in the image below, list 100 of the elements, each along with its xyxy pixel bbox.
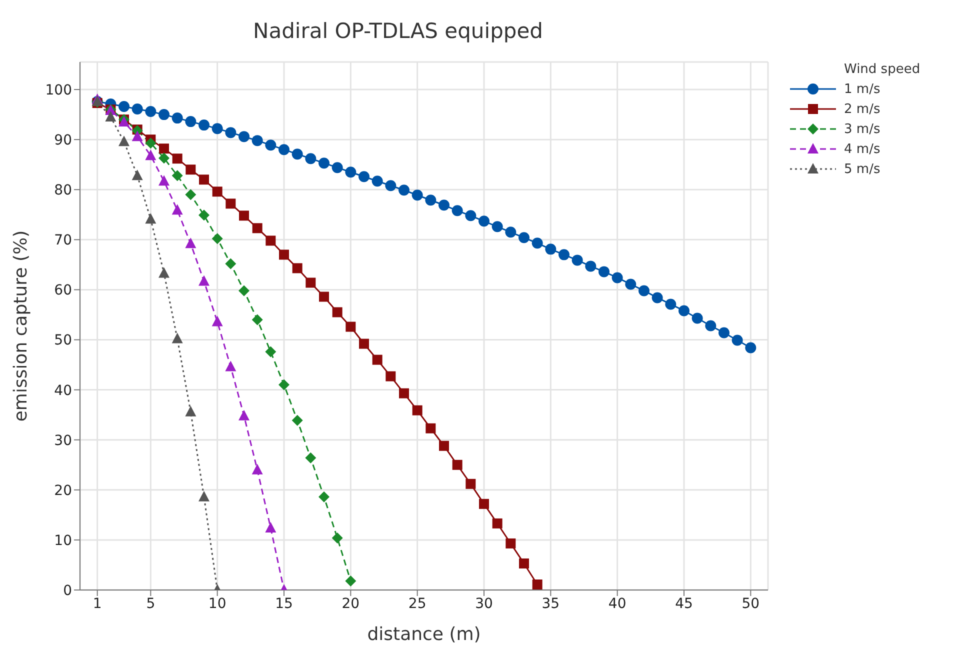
point [265,346,276,358]
point [278,144,290,156]
point [199,174,209,185]
point [412,190,423,201]
point [212,123,223,134]
x-tick-label: 50 [742,596,760,612]
point [385,180,396,192]
point [598,266,610,278]
point [252,223,262,234]
point [438,200,450,211]
point [279,250,289,260]
point [332,162,343,174]
point [265,522,276,532]
point [532,579,542,590]
point [118,136,130,146]
y-tick-label: 40 [54,382,72,399]
point [346,322,356,332]
point [292,414,303,426]
point [732,334,743,346]
point [345,575,356,586]
point [718,327,730,338]
point [185,238,196,248]
point [212,316,223,326]
point [132,170,143,180]
legend-label: 4 m/s [844,142,880,156]
x-tick-label: 25 [408,596,426,612]
point [158,175,170,186]
point [172,204,183,215]
point [359,338,369,349]
y-tick-label: 20 [54,482,72,499]
point [625,278,636,290]
x-tick-label: 35 [542,596,560,612]
point [185,406,196,416]
point [358,171,370,182]
point [585,260,596,272]
point [492,221,503,232]
point [318,158,330,169]
y-tick-label: 60 [54,282,72,299]
x-tick-label: 15 [275,596,293,612]
point [305,153,316,164]
x-tick-label: 40 [608,596,626,612]
point [505,226,516,238]
point [372,176,383,187]
x-tick-label: 5 [146,596,156,612]
x-tick-label: 1 [92,596,102,612]
legend-label: 3 m/s [844,122,880,136]
point [572,254,583,266]
point [172,112,183,124]
point [158,267,170,278]
point [252,314,263,326]
point [678,305,690,316]
point [465,210,476,222]
point [226,198,236,209]
y-tick-label: 0 [63,582,72,599]
point [292,263,302,274]
point [145,106,156,118]
chart-title: Nadiral OP-TDLAS equipped [252,18,544,45]
point [252,135,263,146]
point [145,213,156,224]
point [238,131,250,142]
point [185,116,196,128]
point [225,258,236,270]
point [399,388,409,398]
x-tick-label: 30 [475,596,493,612]
point [238,410,250,420]
point [172,170,183,182]
point [292,148,303,160]
point [452,460,462,470]
point [386,371,396,382]
point [519,558,529,568]
point [745,342,756,354]
point [105,111,116,122]
x-tick-label: 45 [675,596,693,612]
y-tick-label: 80 [54,182,72,199]
point [306,278,316,288]
point [439,440,449,451]
point [185,189,196,200]
point [638,285,650,296]
point [252,464,263,474]
point [172,154,182,164]
point [425,194,436,206]
point [198,275,210,286]
point [305,452,316,464]
legend-label: 2 m/s [844,102,880,116]
y-axis-title: emission capture (%) [10,230,32,422]
legend-label: 1 m/s [844,82,880,96]
point [158,109,170,120]
y-tick-label: 100 [45,82,72,98]
point [239,210,249,221]
point [705,320,716,332]
point [225,360,236,372]
point [412,405,422,416]
point [545,244,556,255]
point [159,144,169,154]
legend-label: 5 m/s [844,162,880,176]
point [132,130,143,142]
point [198,210,210,221]
x-tick-label: 10 [208,596,226,612]
point [426,423,436,434]
point [612,272,623,284]
